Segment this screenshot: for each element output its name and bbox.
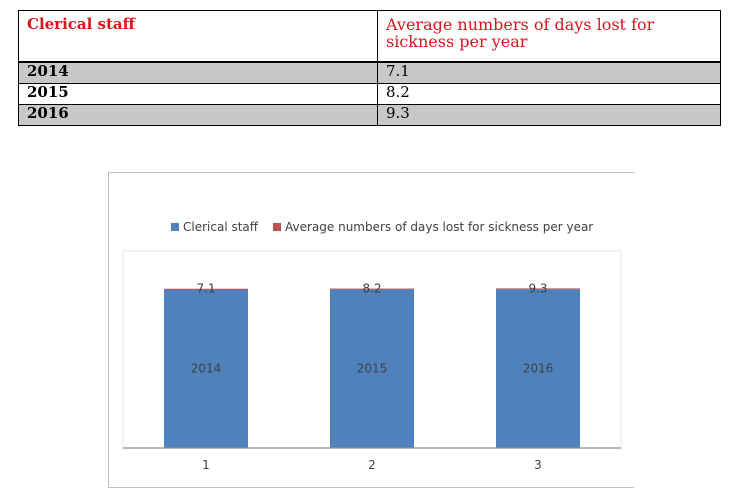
bar-average-days: [330, 288, 414, 290]
table-row: 2016 9.3: [18, 104, 721, 126]
bar-average-days: [496, 288, 580, 290]
table-row: 2014 7.1: [18, 61, 721, 84]
bar-clerical-staff: [164, 289, 248, 448]
legend-label: Average numbers of days lost for sicknes…: [285, 220, 593, 234]
x-tick-label: 2: [368, 458, 376, 472]
header-average-days: Average numbers of days lost for sicknes…: [377, 10, 721, 63]
data-label-clerical-staff: 2016: [523, 362, 554, 376]
row-year: 2016: [18, 104, 378, 126]
row-days: 9.3: [377, 104, 721, 126]
data-label-clerical-staff: 2015: [357, 362, 388, 376]
bar-clerical-staff: [496, 289, 580, 448]
bar-chart: Clerical staff Average numbers of days lo…: [122, 220, 622, 472]
data-label-average-days: 8.2: [362, 282, 381, 296]
legend-swatch: [171, 223, 179, 231]
bar-average-days: [164, 288, 248, 290]
table-row: 2015 8.2: [18, 83, 721, 105]
x-tick-label: 1: [202, 458, 210, 472]
x-tick-label: 3: [534, 458, 542, 472]
data-table: Clerical staff Average numbers of days l…: [18, 10, 721, 126]
header-clerical-staff: Clerical staff: [18, 10, 378, 63]
legend-label: Clerical staff: [183, 220, 259, 234]
table-header-row: Clerical staff Average numbers of days l…: [18, 10, 721, 63]
row-days: 7.1: [377, 61, 721, 84]
bar-clerical-staff: [330, 289, 414, 448]
legend-swatch: [273, 223, 281, 231]
row-days: 8.2: [377, 83, 721, 105]
data-label-average-days: 9.3: [528, 281, 547, 295]
chart-area: Clerical staff Average numbers of days lo…: [108, 172, 634, 488]
data-label-average-days: 7.1: [196, 282, 215, 296]
data-label-clerical-staff: 2014: [191, 362, 222, 376]
row-year: 2014: [18, 61, 378, 84]
row-year: 2015: [18, 83, 378, 105]
